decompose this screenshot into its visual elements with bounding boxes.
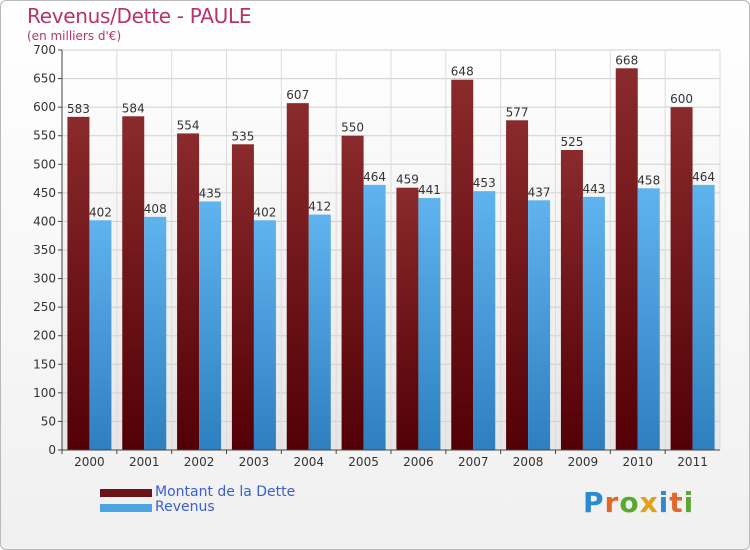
legend-swatch-revenus [100,504,152,512]
bar-revenus [89,220,112,450]
bar-debt [177,133,200,450]
y-tick-label: 500 [33,157,56,171]
logo-letter: i [683,486,695,519]
data-label: 402 [253,205,276,219]
x-tick-label: 2008 [513,455,544,469]
bar-revenus [473,191,496,450]
data-label: 458 [637,173,660,187]
y-tick-label: 50 [41,414,56,428]
bar-revenus [418,198,441,450]
bar-debt [286,103,309,451]
bar-debt [560,150,583,450]
y-tick-label: 400 [33,214,56,228]
bar-debt [396,187,419,450]
bar-revenus [363,184,386,450]
bar-revenus [582,196,605,450]
y-tick-label: 300 [33,272,56,286]
logo-letter: x [639,486,659,519]
proxiti-logo: Proxiti [583,486,694,519]
logo-letter: i [658,486,670,519]
y-tick-label: 550 [33,129,56,143]
legend-swatch-debt [100,489,152,497]
data-label: 554 [177,118,200,132]
x-tick-label: 2011 [677,455,708,469]
x-tick-label: 2009 [568,455,599,469]
chart-title: Revenus/Dette - PAULE [27,4,252,28]
bar-revenus [308,214,331,450]
y-tick-label: 200 [33,329,56,343]
logo-letter: r [604,486,620,519]
x-tick-label: 2005 [348,455,379,469]
data-label: 550 [341,121,364,135]
data-label: 668 [615,53,638,67]
y-tick-label: 650 [33,72,56,86]
bar-debt [506,120,529,451]
bar-debt [122,116,145,451]
x-tick-label: 2003 [239,455,270,469]
data-label: 464 [692,170,715,184]
data-label: 408 [144,202,167,216]
bar-debt [670,107,693,451]
logo-letter: t [669,486,684,519]
x-tick-label: 2000 [74,455,105,469]
data-label: 583 [67,102,90,116]
y-tick-label: 600 [33,100,56,114]
data-label: 402 [89,205,112,219]
x-tick-label: 2007 [458,455,489,469]
bar-debt [451,79,474,450]
x-tick-label: 2010 [622,455,653,469]
y-tick-label: 100 [33,386,56,400]
legend-label-revenus: Revenus [155,499,215,515]
data-label: 459 [396,173,419,187]
x-tick-label: 2004 [293,455,324,469]
bar-revenus [199,201,222,450]
bar-debt [341,135,364,450]
data-label: 464 [363,170,386,184]
data-label: 525 [560,135,583,149]
data-label: 437 [528,185,551,199]
x-tick-label: 2006 [403,455,434,469]
y-tick-label: 350 [33,243,56,257]
logo-letter: o [619,486,640,519]
bar-debt [615,68,638,451]
x-tick-label: 2002 [184,455,215,469]
bar-revenus [637,188,660,451]
y-tick-label: 250 [33,300,56,314]
data-label: 600 [670,92,693,106]
bar-revenus [253,220,276,450]
data-label: 453 [473,176,496,190]
data-label: 435 [199,186,222,200]
y-tick-label: 0 [48,443,56,457]
chart-subtitle: (en milliers d'€) [27,29,122,43]
data-label: 535 [231,129,254,143]
x-tick-label: 2001 [129,455,160,469]
y-tick-label: 450 [33,186,56,200]
data-label: 577 [506,105,529,119]
legend-label-debt: Montant de la Dette [155,484,296,500]
data-label: 584 [122,101,145,115]
data-label: 607 [286,88,309,102]
bar-revenus [528,200,551,450]
logo-letter: P [583,486,605,519]
data-label: 412 [308,200,331,214]
y-tick-label: 150 [33,357,56,371]
data-label: 441 [418,183,441,197]
data-label: 648 [451,65,474,79]
bar-revenus [692,184,715,450]
bar-revenus [144,216,167,450]
data-label: 443 [582,182,605,196]
bar-debt [231,144,254,451]
y-tick-label: 700 [33,43,56,57]
bar-debt [67,116,90,450]
